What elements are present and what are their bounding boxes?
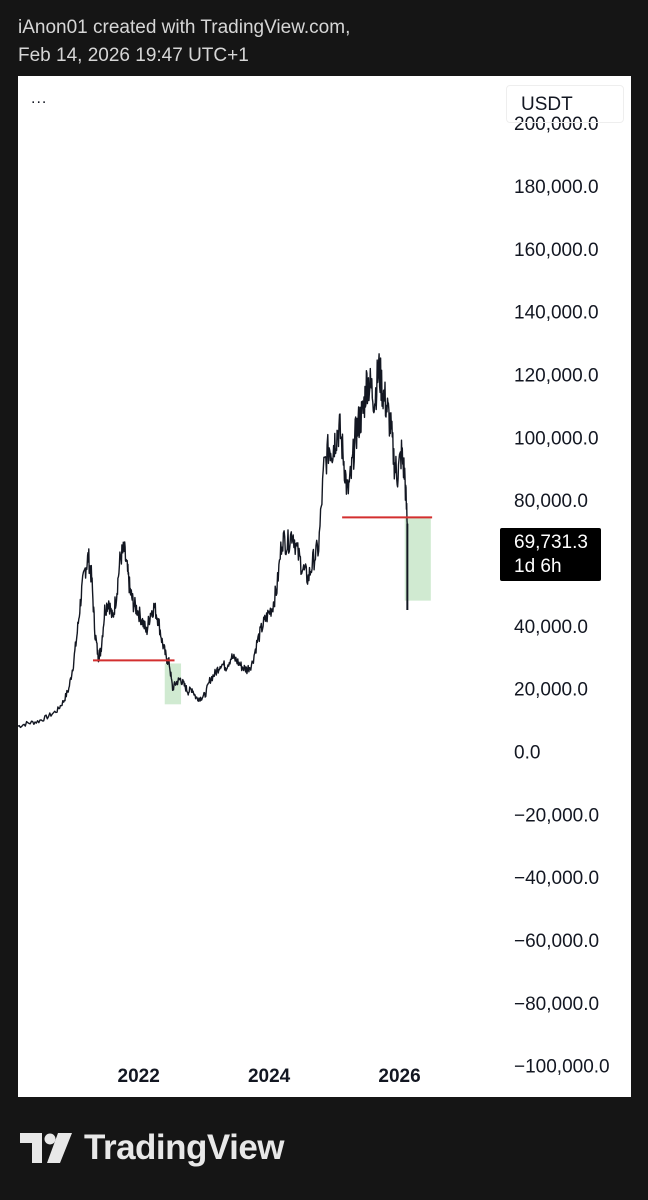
time-tick-label: 2022 <box>118 1066 160 1087</box>
bar-countdown: 1d 6h <box>514 556 562 577</box>
price-tick-label: 80,000.0 <box>514 491 588 512</box>
price-tick-label: −40,000.0 <box>514 868 599 889</box>
attribution-timestamp: Feb 14, 2026 19:47 UTC+1 <box>18 45 249 66</box>
attribution-line-1: iAnon01 created with TradingView.com, <box>18 17 351 38</box>
price-tick-label: 0.0 <box>514 742 540 763</box>
time-axis: 2022 2024 2026 <box>118 1066 421 1087</box>
price-axis: 200,000.0 180,000.0 160,000.0 140,000.0 120,… <box>514 114 610 1077</box>
more-menu-icon[interactable]: ... <box>31 90 48 107</box>
price-tick-label: 180,000.0 <box>514 177 599 198</box>
time-tick-label: 2024 <box>248 1066 291 1087</box>
highlight-zone-3 <box>404 517 431 601</box>
time-tick-label: 2026 <box>378 1066 420 1087</box>
series-layer <box>18 353 409 729</box>
last-price-label: 69,731.3 1d 6h <box>500 528 601 581</box>
chart-attribution: iAnon01 created with TradingView.com, Fe… <box>18 14 350 70</box>
currency-button[interactable]: USDT <box>506 85 624 123</box>
price-tick-label: 200,000.0 <box>514 114 599 135</box>
price-tick-label: 120,000.0 <box>514 365 599 386</box>
support-lines-layer <box>93 516 433 662</box>
price-tick-label: −20,000.0 <box>514 805 599 826</box>
tradingview-wordmark: TradingView <box>84 1128 285 1167</box>
price-series <box>18 353 408 729</box>
tradingview-logo-icon <box>20 1133 72 1163</box>
chart-panel[interactable]: 200,000.0 180,000.0 160,000.0 140,000.0 120,… <box>18 76 631 1097</box>
tradingview-branding[interactable]: TradingView <box>20 1128 285 1168</box>
price-tick-label: −60,000.0 <box>514 931 599 952</box>
price-tick-label: 20,000.0 <box>514 680 588 701</box>
price-tick-label: 160,000.0 <box>514 240 599 261</box>
price-tick-label: −100,000.0 <box>514 1057 610 1078</box>
price-tick-label: 140,000.0 <box>514 303 599 324</box>
price-tick-label: 100,000.0 <box>514 428 599 449</box>
price-tick-label: −80,000.0 <box>514 994 599 1015</box>
zones-layer <box>164 517 431 705</box>
price-chart[interactable]: 200,000.0 180,000.0 160,000.0 140,000.0 120,… <box>18 76 631 1097</box>
last-price-value: 69,731.3 <box>514 532 588 553</box>
price-tick-label: 40,000.0 <box>514 617 588 638</box>
